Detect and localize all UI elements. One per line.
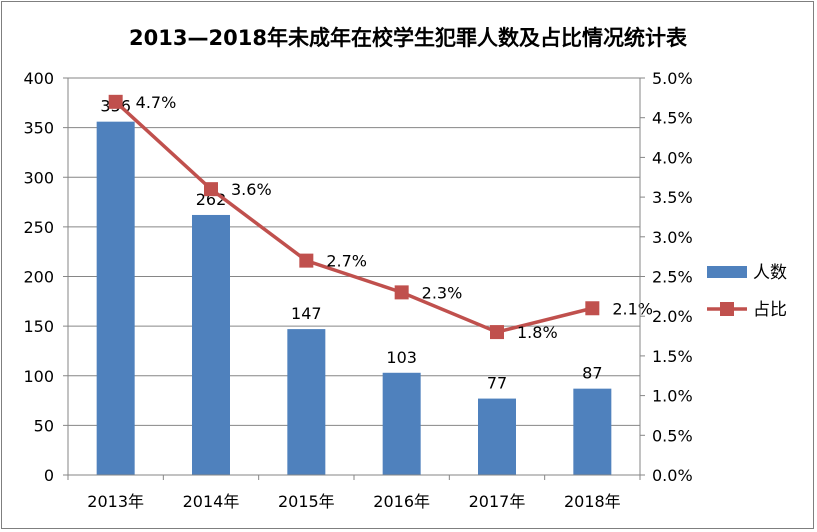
legend-label: 占比 [753, 300, 787, 320]
left-tick-label: 0 [44, 466, 54, 485]
right-tick-label: 5.0% [652, 69, 693, 88]
right-tick-label: 0.5% [652, 426, 693, 445]
line-marker [394, 285, 409, 300]
bar [96, 121, 135, 476]
bar [192, 214, 230, 475]
bar-label: 103 [386, 348, 417, 367]
left-tick-label: 200 [23, 268, 54, 287]
x-tick-label: 2013年 [87, 492, 144, 511]
line-label: 2.7% [326, 252, 367, 271]
line-label: 4.7% [136, 93, 177, 112]
legend-label: 人数 [753, 263, 787, 283]
line-marker [204, 182, 218, 197]
line-marker [299, 253, 314, 268]
left-tick-label: 300 [23, 168, 54, 187]
bar-label: 87 [582, 364, 602, 383]
x-tick-label: 2018年 [564, 492, 621, 511]
chart-title: 2013—2018年未成年在校学生犯罪人数及占比情况统计表 [129, 26, 688, 50]
right-tick-label: 1.0% [652, 387, 693, 406]
left-tick-label: 400 [23, 69, 54, 88]
left-tick-label: 50 [34, 416, 54, 435]
right-tick-label: 4.0% [652, 148, 693, 167]
line-label: 3.6% [231, 180, 272, 199]
bar [478, 398, 516, 475]
bar [573, 388, 612, 475]
line-series [114, 100, 593, 334]
line-marker [108, 94, 123, 109]
x-tick-label: 2015年 [278, 492, 335, 511]
right-tick-label: 3.0% [652, 228, 693, 247]
x-tick-label: 2014年 [183, 492, 240, 511]
left-tick-label: 150 [23, 317, 54, 336]
line-marker [585, 301, 600, 316]
right-tick-label: 2.5% [652, 268, 693, 287]
right-tick-label: 2.0% [652, 307, 693, 326]
right-tick-label: 0.0% [652, 466, 693, 485]
bar [287, 329, 326, 475]
line-label: 2.1% [612, 299, 653, 318]
right-tick-label: 4.5% [652, 109, 693, 128]
bar-label: 77 [487, 374, 507, 393]
line-label: 2.3% [422, 283, 463, 302]
right-tick-label: 1.5% [652, 347, 693, 366]
right-tick-label: 3.5% [652, 188, 693, 207]
left-tick-label: 100 [23, 367, 54, 386]
line-marker [490, 325, 504, 340]
x-tick-label: 2017年 [469, 492, 526, 511]
x-tick-label: 2016年 [373, 492, 430, 511]
legend-swatch-bar [707, 266, 747, 278]
left-tick-label: 350 [23, 119, 54, 138]
bar [382, 372, 421, 475]
legend-marker [720, 302, 734, 316]
line-label: 1.8% [517, 323, 558, 342]
left-tick-label: 250 [23, 218, 54, 237]
bar-label: 147 [291, 304, 322, 323]
